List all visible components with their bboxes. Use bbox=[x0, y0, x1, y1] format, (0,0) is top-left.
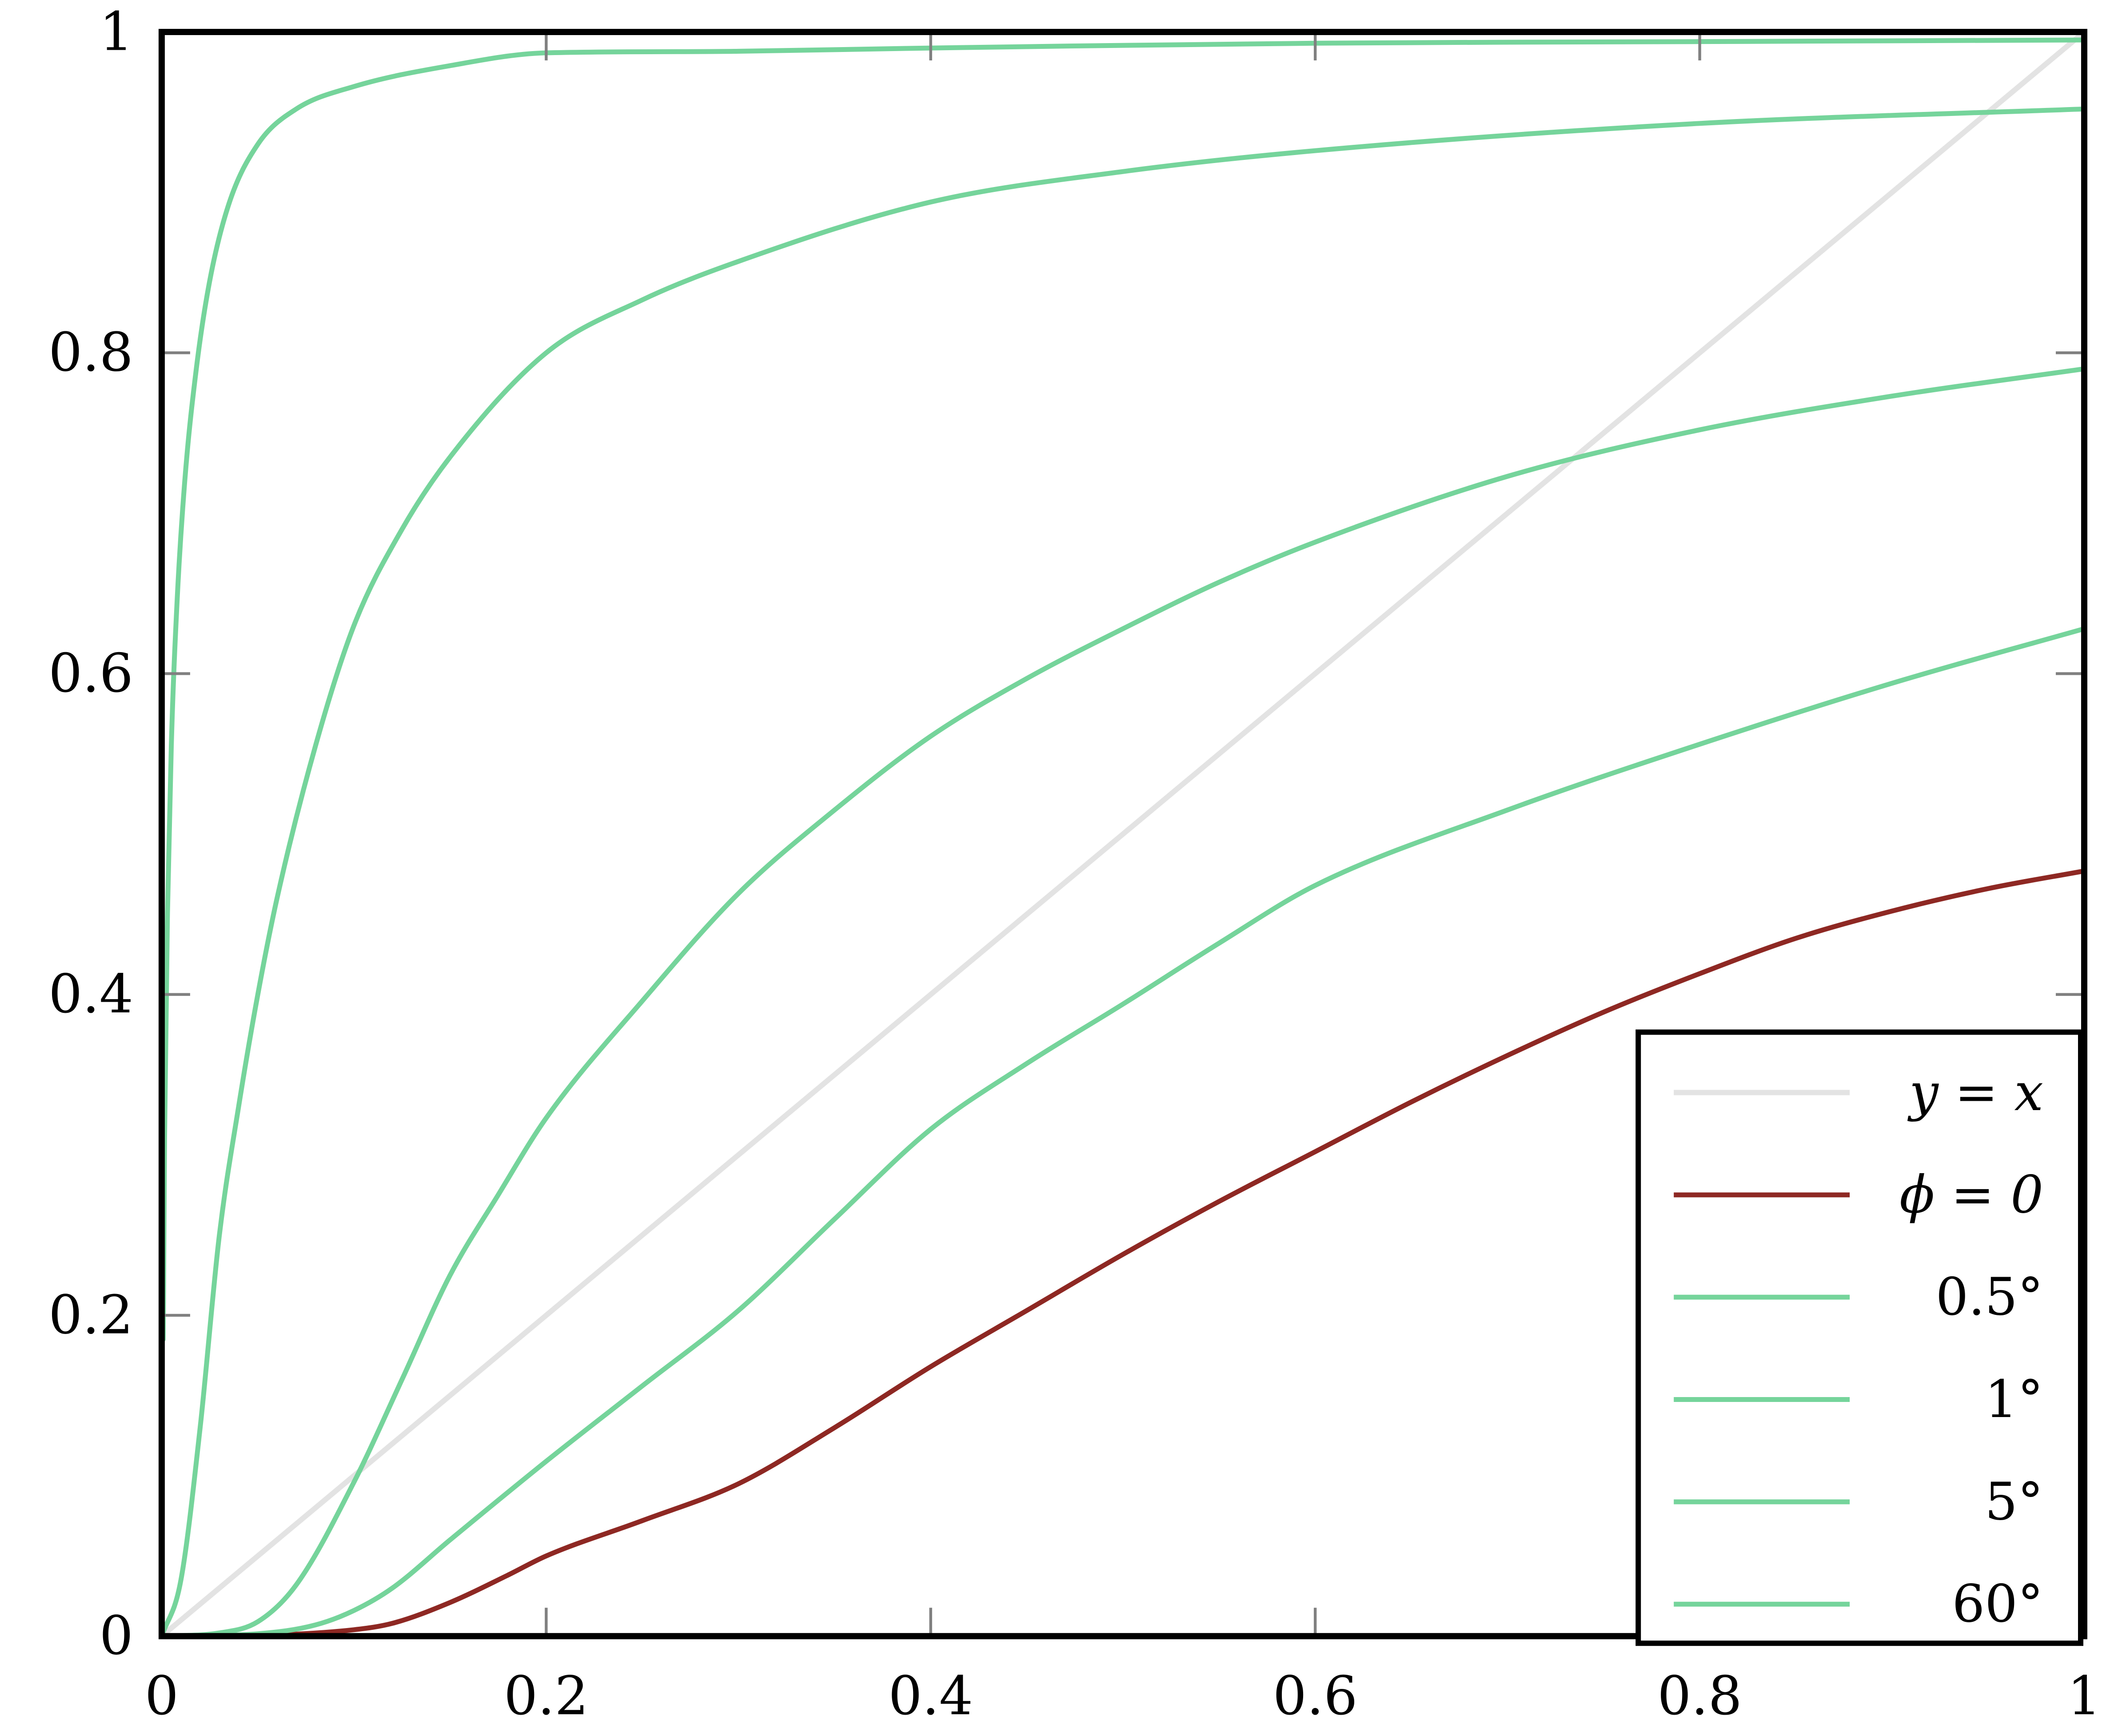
curve-y-equals-x bbox=[159, 29, 2087, 1639]
y-tick-label: 0.4 bbox=[48, 964, 133, 1025]
x-tick-label: 0.8 bbox=[1657, 1665, 1742, 1727]
x-tick-label: 1 bbox=[2067, 1665, 2101, 1727]
y-tick-label: 1 bbox=[100, 1, 133, 63]
legend-label-0p5-deg: 0.5° bbox=[1936, 1267, 2043, 1327]
x-tick-label: 0.4 bbox=[888, 1665, 973, 1727]
curve-0p5-deg bbox=[159, 626, 2087, 1639]
legend-label-phi-0: ϕ = 0 bbox=[1899, 1165, 2043, 1225]
y-tick-label: 0.8 bbox=[48, 322, 133, 384]
plot-frame bbox=[158, 28, 2088, 1640]
legend-box bbox=[1635, 1029, 2084, 1646]
x-tick-label: 0.6 bbox=[1273, 1665, 1358, 1727]
y-tick-label: 0.2 bbox=[48, 1284, 133, 1346]
curve-phi-0 bbox=[159, 868, 2087, 1639]
curve-1-deg bbox=[159, 366, 2087, 1639]
legend-label-60-deg: 60° bbox=[1952, 1574, 2043, 1634]
legend-label-y-equals-x: y = x bbox=[1907, 1063, 2043, 1123]
curve-5-deg bbox=[159, 106, 2087, 1639]
y-tick-label: 0.6 bbox=[48, 643, 133, 705]
x-tick-label: 0.2 bbox=[504, 1665, 589, 1727]
legend-label-1-deg: 1° bbox=[1985, 1370, 2043, 1429]
x-tick-label: 0 bbox=[145, 1665, 179, 1727]
legend-label-5-deg: 5° bbox=[1985, 1472, 2043, 1532]
y-tick-label: 0 bbox=[100, 1605, 133, 1667]
